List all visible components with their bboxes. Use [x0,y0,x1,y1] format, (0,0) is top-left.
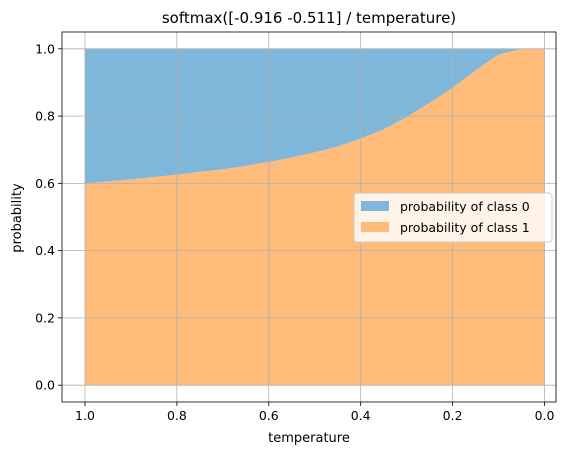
tick-label-layer: 1.0 0.8 0.6 0.4 0.2 0.0 0.0 0.2 0.4 0.6 0.8 1.0 [35,41,554,423]
y-tick-label: 0.6 [35,176,55,191]
chart-title: softmax([-0.916 -0.511] / temperature) [162,9,456,27]
legend-swatch-class-0 [361,201,389,211]
area-class-1 [84,48,545,386]
legend-label-class-1: probability of class 1 [400,220,530,235]
y-tick-label: 0.2 [35,310,55,325]
x-tick-label: 0.8 [167,408,187,423]
y-tick-label: 1.0 [35,41,55,56]
y-tick-label: 0.0 [35,378,55,393]
x-tick-label: 0.2 [443,408,463,423]
x-tick-label: 0.4 [351,408,371,423]
x-axis-label: temperature [268,431,350,446]
legend-box [353,192,553,243]
x-tick-label: 0.0 [535,408,555,423]
y-tick-label: 0.4 [35,243,55,258]
legend-swatch-class-1 [361,222,389,232]
y-axis-label: probability [10,183,25,253]
x-tick-label: 1.0 [75,408,95,423]
legend-label-class-0: probability of class 0 [400,199,530,214]
plot-frame [61,31,557,403]
axes-layer [58,31,557,406]
y-tick-label: 0.8 [35,109,55,124]
legend: probability of class 0 probability of cl… [353,192,553,243]
x-tick-label: 0.6 [259,408,279,423]
